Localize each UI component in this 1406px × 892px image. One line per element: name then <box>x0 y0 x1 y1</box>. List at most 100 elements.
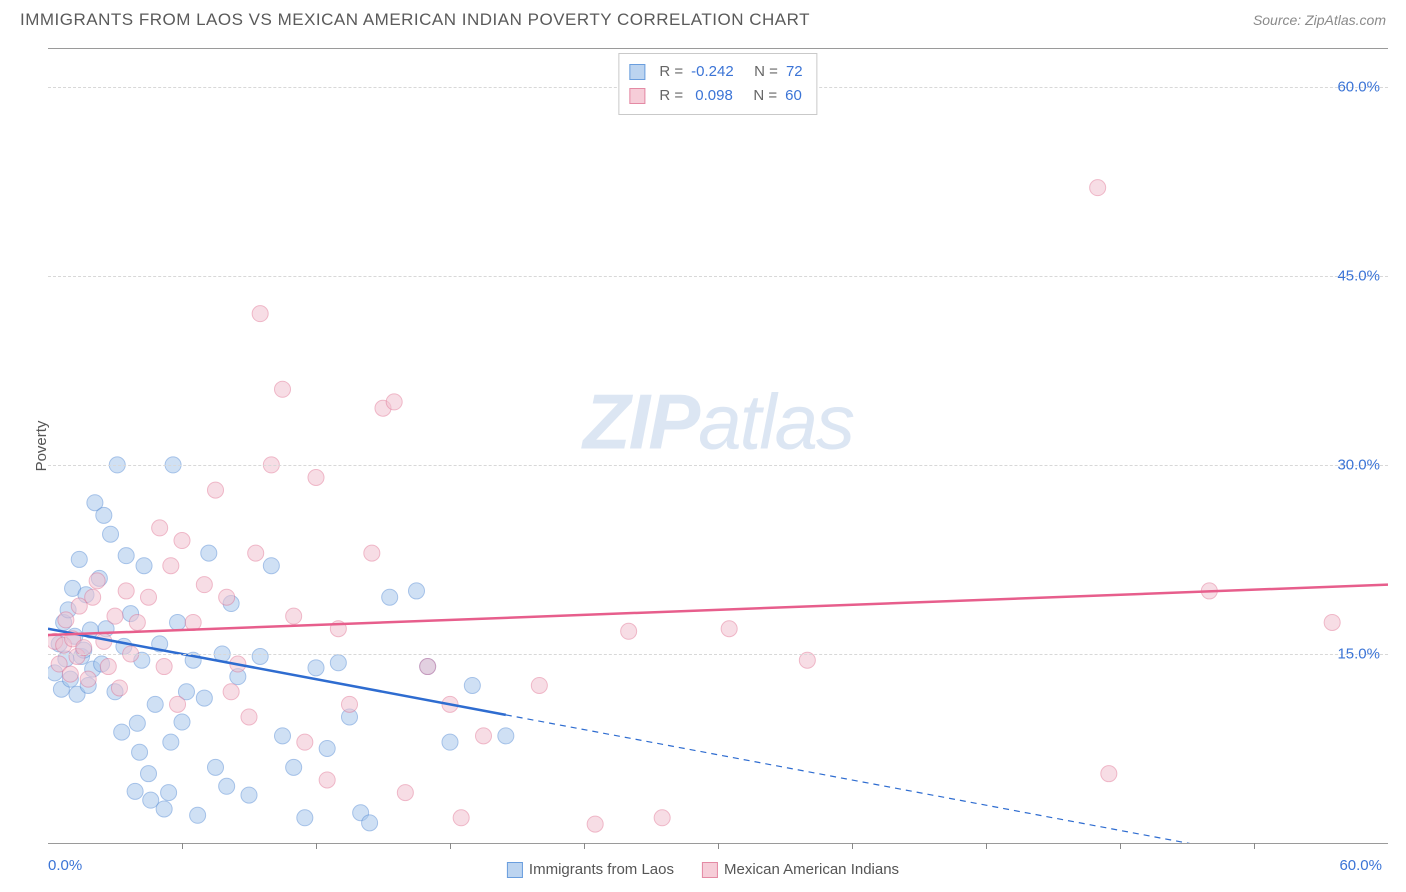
chart-area: ZIPatlas R =-0.242 N =72R = 0.098 N =60 … <box>48 48 1388 844</box>
data-point <box>319 772 335 788</box>
data-point <box>141 589 157 605</box>
x-tick <box>316 843 317 849</box>
data-point <box>96 507 112 523</box>
data-point <box>152 520 168 536</box>
x-tick <box>852 843 853 849</box>
x-tick <box>718 843 719 849</box>
legend-label: Immigrants from Laos <box>529 861 674 878</box>
data-point <box>330 655 346 671</box>
data-point <box>621 623 637 639</box>
data-point <box>453 810 469 826</box>
data-point <box>219 589 235 605</box>
data-point <box>252 648 268 664</box>
trend-line-extrapolated <box>506 715 1388 843</box>
r-value: -0.242 <box>691 60 734 84</box>
legend-swatch <box>629 64 645 80</box>
data-point <box>129 715 145 731</box>
data-point <box>190 807 206 823</box>
data-point <box>252 306 268 322</box>
data-point <box>132 744 148 760</box>
data-point <box>464 677 480 693</box>
data-point <box>275 381 291 397</box>
series-legend: Immigrants from Laos Mexican American Ind… <box>507 861 899 878</box>
x-tick <box>1120 843 1121 849</box>
gridline <box>48 465 1388 466</box>
data-point <box>163 558 179 574</box>
data-point <box>386 394 402 410</box>
n-value: 72 <box>786 60 803 84</box>
data-point <box>201 545 217 561</box>
x-tick <box>584 843 585 849</box>
legend-label: Mexican American Indians <box>724 861 899 878</box>
data-point <box>161 785 177 801</box>
data-point <box>498 728 514 744</box>
trend-line <box>48 585 1388 635</box>
data-point <box>129 614 145 630</box>
data-point <box>308 470 324 486</box>
y-tick-label: 15.0% <box>1337 645 1380 662</box>
chart-title: IMMIGRANTS FROM LAOS VS MEXICAN AMERICAN… <box>20 10 810 30</box>
data-point <box>342 696 358 712</box>
plot-svg <box>48 49 1388 843</box>
gridline <box>48 276 1388 277</box>
data-point <box>286 608 302 624</box>
x-axis-max-label: 60.0% <box>1339 857 1382 874</box>
data-point <box>170 696 186 712</box>
r-label: R = <box>659 84 683 108</box>
data-point <box>297 734 313 750</box>
data-point <box>275 728 291 744</box>
data-point <box>241 709 257 725</box>
data-point <box>382 589 398 605</box>
data-point <box>531 677 547 693</box>
legend-row: R = 0.098 N =60 <box>629 84 802 108</box>
data-point <box>241 787 257 803</box>
x-tick <box>450 843 451 849</box>
data-point <box>223 684 239 700</box>
y-tick-label: 30.0% <box>1337 456 1380 473</box>
data-point <box>103 526 119 542</box>
data-point <box>397 785 413 801</box>
data-point <box>71 551 87 567</box>
data-point <box>319 740 335 756</box>
data-point <box>409 583 425 599</box>
data-point <box>308 660 324 676</box>
data-point <box>364 545 380 561</box>
data-point <box>442 734 458 750</box>
data-point <box>476 728 492 744</box>
data-point <box>297 810 313 826</box>
data-point <box>174 714 190 730</box>
data-point <box>654 810 670 826</box>
chart-source: Source: ZipAtlas.com <box>1253 12 1386 28</box>
x-axis-min-label: 0.0% <box>48 857 82 874</box>
data-point <box>1101 766 1117 782</box>
data-point <box>248 545 264 561</box>
data-point <box>107 608 123 624</box>
legend-item: Immigrants from Laos <box>507 861 674 878</box>
x-tick <box>986 843 987 849</box>
y-tick-label: 45.0% <box>1337 267 1380 284</box>
data-point <box>147 696 163 712</box>
x-tick <box>182 843 183 849</box>
y-tick-label: 60.0% <box>1337 78 1380 95</box>
correlation-legend: R = -0.242 N = 72R = 0.098 N =60 <box>618 53 817 115</box>
data-point <box>170 614 186 630</box>
data-point <box>85 589 101 605</box>
data-point <box>136 558 152 574</box>
data-point <box>196 577 212 593</box>
data-point <box>118 583 134 599</box>
data-point <box>219 778 235 794</box>
legend-item: Mexican American Indians <box>702 861 899 878</box>
data-point <box>196 690 212 706</box>
legend-swatch <box>507 862 523 878</box>
x-tick <box>1254 843 1255 849</box>
data-point <box>89 573 105 589</box>
r-label: R = <box>659 60 683 84</box>
data-point <box>100 659 116 675</box>
data-point <box>156 801 172 817</box>
data-point <box>174 533 190 549</box>
n-value: 60 <box>785 84 802 108</box>
data-point <box>62 666 78 682</box>
n-label: N = <box>742 60 778 84</box>
legend-row: R = -0.242 N = 72 <box>629 60 802 84</box>
legend-swatch <box>629 88 645 104</box>
